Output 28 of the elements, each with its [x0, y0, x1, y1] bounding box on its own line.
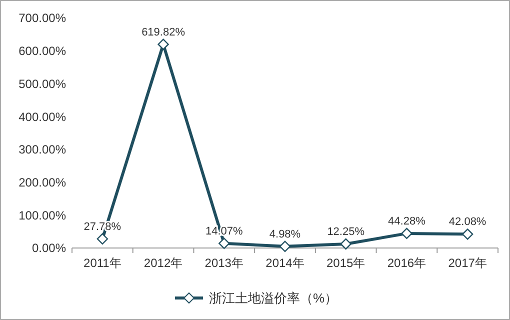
point	[401, 228, 412, 240]
point	[96, 233, 108, 244]
data-label: 12.25%	[327, 226, 365, 238]
point	[158, 38, 169, 50]
y-tick-label: 200.00%	[18, 175, 66, 190]
data-label: 619.82%	[142, 26, 186, 38]
point	[279, 240, 291, 252]
x-tick-label: 2011年	[84, 256, 122, 270]
x-tick-label: 2012年	[144, 256, 183, 270]
y-tick-label: 0.00%	[32, 241, 66, 256]
x-tick-label: 2017年	[448, 256, 487, 270]
x-tick-label: 2015年	[326, 256, 366, 270]
y-tick-label: 600.00%	[18, 44, 66, 58]
point	[218, 238, 230, 249]
y-tick-label: 700.00%	[18, 11, 66, 26]
x-tick-label: 2013年	[204, 256, 244, 270]
x-tick-label: 2014年	[266, 256, 304, 270]
y-tick-label: 400.00%	[18, 110, 66, 124]
x-tick-label: 2016年	[387, 256, 426, 270]
data-label: 42.08%	[448, 216, 486, 228]
data-label: 44.28%	[388, 215, 426, 228]
point	[462, 228, 474, 240]
data-label: 4.98%	[269, 228, 301, 240]
legend-label: 浙江土地溢价率（%）	[209, 290, 338, 306]
y-tick-label: 300.00%	[18, 142, 66, 157]
point	[340, 238, 352, 250]
y-tick-label: 500.00%	[18, 76, 66, 91]
y-tick-label: 100.00%	[18, 208, 66, 222]
